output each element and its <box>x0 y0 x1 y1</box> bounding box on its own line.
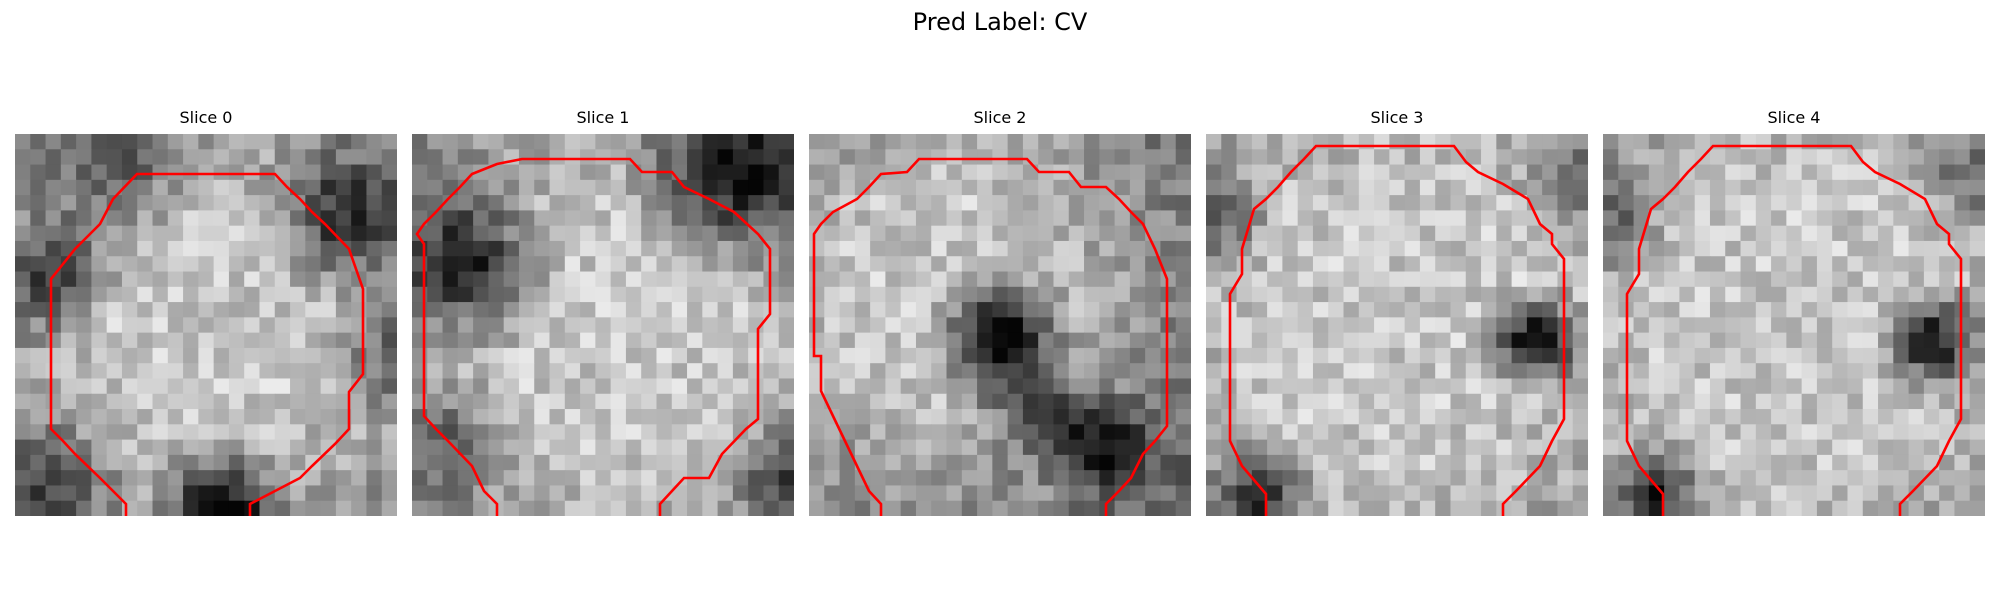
grayscale-pixels <box>1206 134 1588 516</box>
slice-image <box>809 134 1191 516</box>
grayscale-pixels <box>809 134 1191 516</box>
slice-title: Slice 2 <box>973 108 1027 127</box>
slice-image <box>1206 134 1588 516</box>
slice-title: Slice 4 <box>1767 108 1821 127</box>
slice-title: Slice 3 <box>1370 108 1424 127</box>
slice-image <box>15 134 397 516</box>
segmentation-outline <box>49 172 365 516</box>
slice-image <box>1603 134 1985 516</box>
segmentation-outline <box>812 157 1169 516</box>
segmentation-outline <box>1625 144 1963 516</box>
segmentation-outline <box>415 157 772 516</box>
slice-image <box>412 134 794 516</box>
grayscale-pixels <box>1603 134 1985 516</box>
grayscale-pixels <box>412 134 794 516</box>
figure-title: Pred Label: CV <box>912 8 1088 36</box>
slice-title: Slice 0 <box>179 108 233 127</box>
slice-title: Slice 1 <box>576 108 630 127</box>
segmentation-outline <box>1228 144 1566 516</box>
grayscale-pixels <box>15 134 397 516</box>
